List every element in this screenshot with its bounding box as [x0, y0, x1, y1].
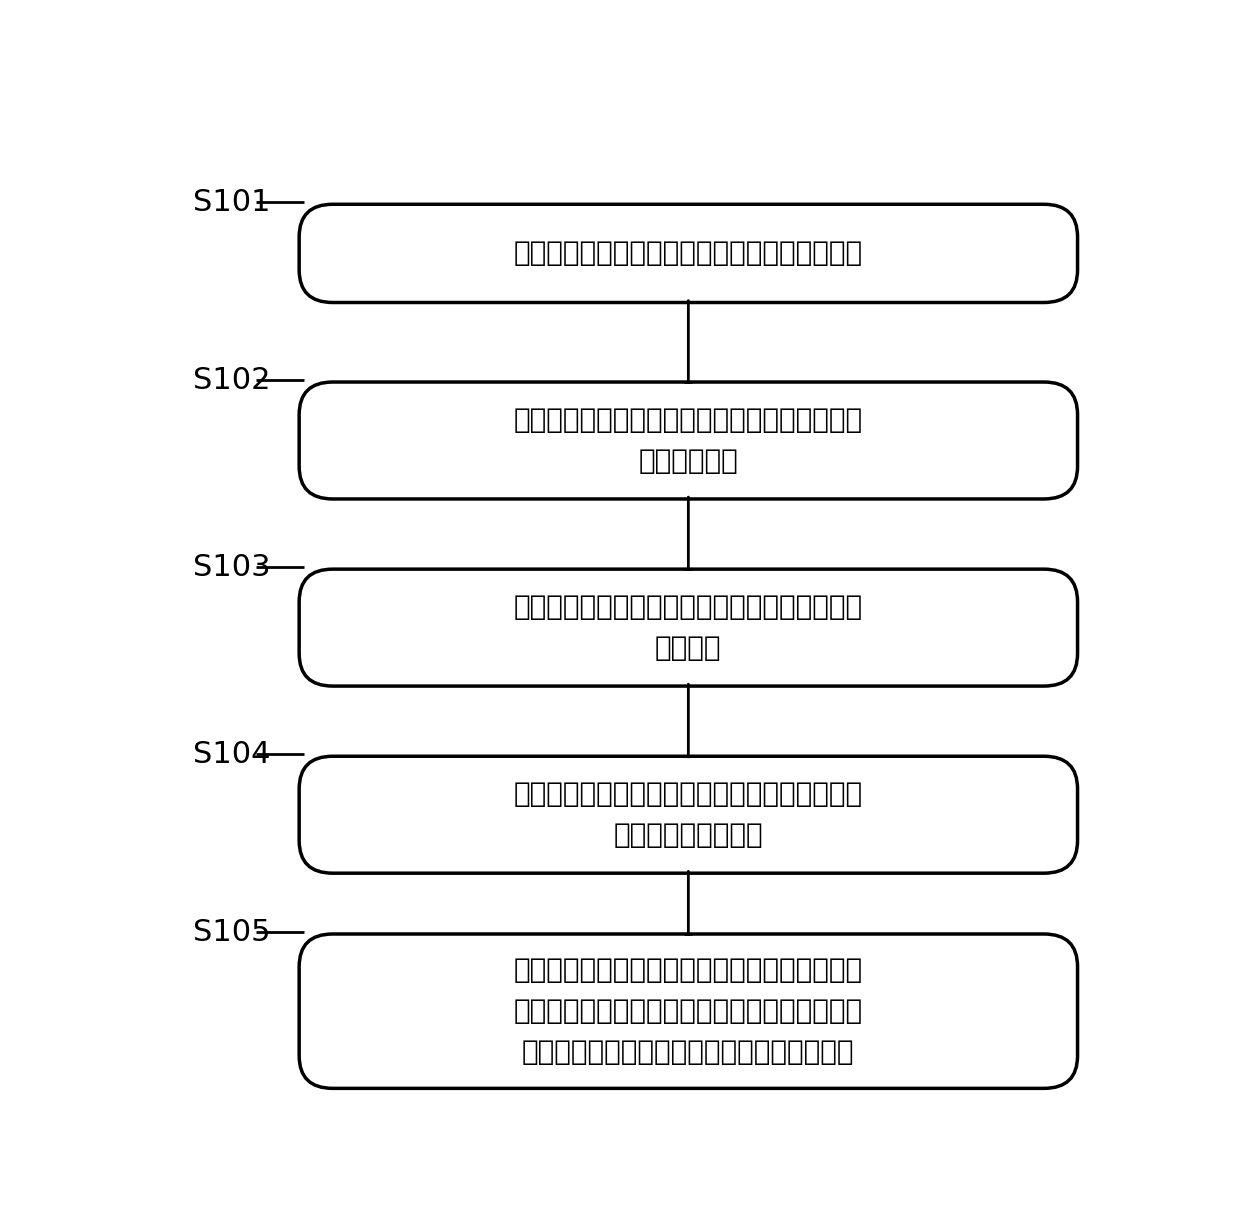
Text: S102: S102: [193, 366, 270, 395]
Text: 接收所述基带信号处理单元发送的数字发射信号: 接收所述基带信号处理单元发送的数字发射信号: [513, 239, 863, 267]
Text: 根据所述射频发射信号进行线性分量消除处理，
得到非线性反馈信号: 根据所述射频发射信号进行线性分量消除处理， 得到非线性反馈信号: [513, 780, 863, 849]
Text: S105: S105: [193, 917, 270, 946]
Text: 根据所述非线性反馈信号及数字发射信号对接收
通道接收到的数字接收信号中包含的自干扰信号
进行消除，得到数字自干扰消除后的远端信号: 根据所述非线性反馈信号及数字发射信号对接收 通道接收到的数字接收信号中包含的自干…: [513, 956, 863, 1067]
FancyBboxPatch shape: [299, 756, 1078, 874]
Text: S101: S101: [193, 188, 270, 217]
Text: S103: S103: [193, 553, 272, 582]
Text: S104: S104: [193, 740, 270, 769]
Text: 根据所述模拟发射信号进行功放处理，得到射频
发射信号: 根据所述模拟发射信号进行功放处理，得到射频 发射信号: [513, 593, 863, 662]
FancyBboxPatch shape: [299, 382, 1078, 499]
FancyBboxPatch shape: [299, 934, 1078, 1089]
FancyBboxPatch shape: [299, 569, 1078, 686]
FancyBboxPatch shape: [299, 204, 1078, 303]
Text: 根据所述数字发射信号进行数模转换处理，得到
模拟发射信号: 根据所述数字发射信号进行数模转换处理，得到 模拟发射信号: [513, 406, 863, 475]
